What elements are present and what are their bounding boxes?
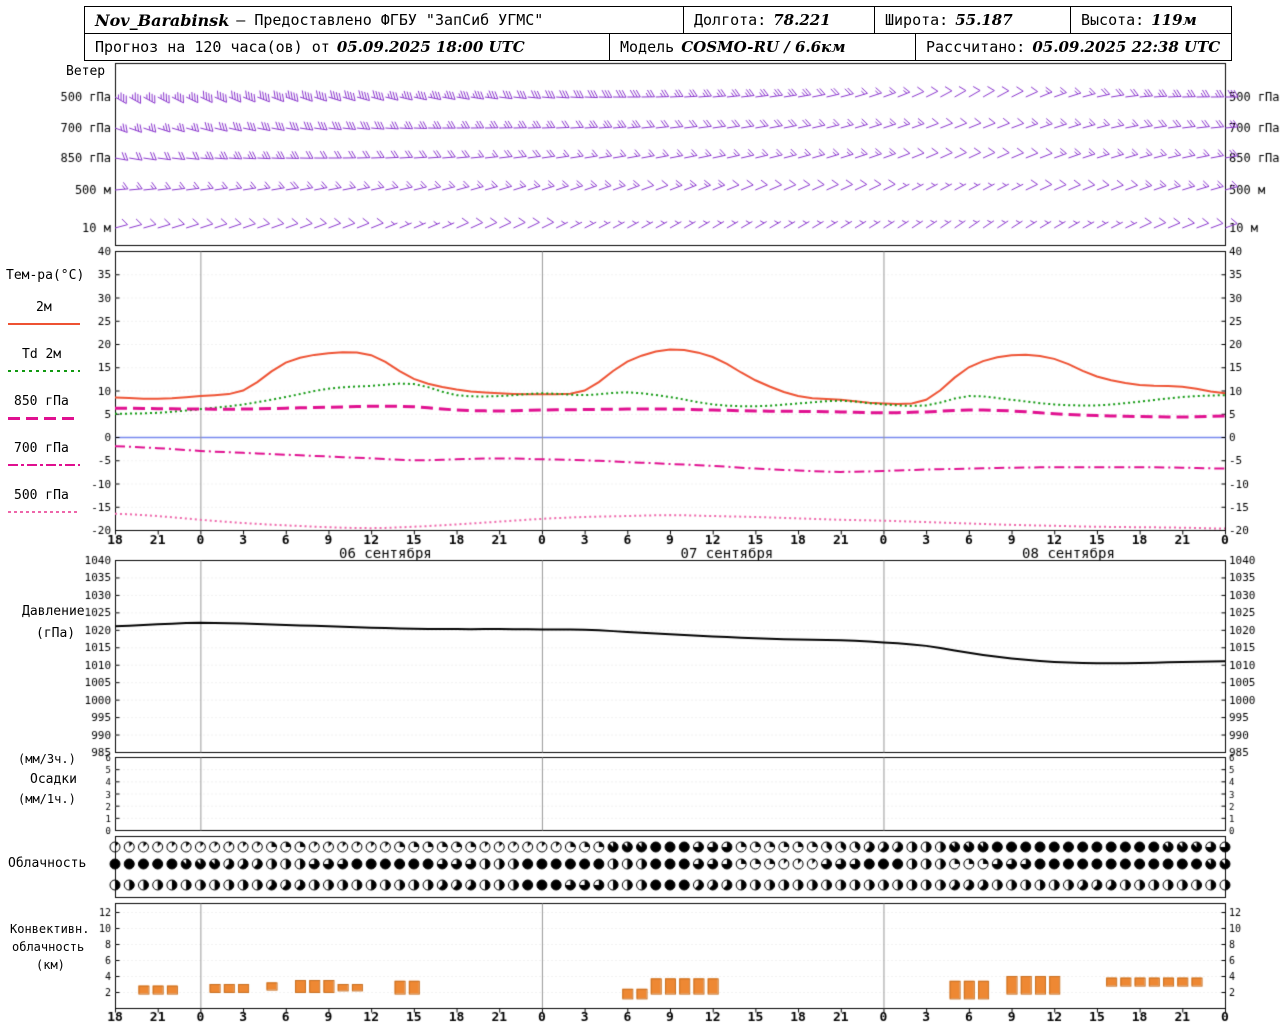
legend-t500-line-sample: [8, 511, 80, 513]
latitude-value: 55.187: [955, 11, 1013, 29]
legend-t700-label: 700 гПа: [14, 441, 69, 456]
convective-unit-label: (км): [36, 958, 65, 972]
legend-t850-line-sample: [8, 417, 80, 420]
forecast-cell: Прогноз на 120 часа(ов) от 05.09.2025 18…: [85, 34, 609, 60]
legend-t700-line-sample: [8, 464, 80, 466]
temperature-panel-label: Тем-ра(°C): [6, 268, 85, 283]
header-row-station: Nov_Barabinsk — Предоставлено ФГБУ "ЗапС…: [84, 6, 1232, 34]
model-cell: Модель COSMO-RU / 6.6км: [609, 34, 915, 60]
model-value: COSMO-RU / 6.6км: [681, 38, 846, 56]
provider-text: — Предоставлено ФГБУ "ЗапСиб УГМС": [236, 11, 544, 29]
precip-panel-label: Осадки: [30, 772, 77, 787]
calc-cell: Рассчитано: 05.09.2025 22:38 UTC: [915, 34, 1231, 60]
altitude-cell: Высота: 119м: [1070, 7, 1231, 33]
model-label: Модель: [620, 38, 675, 56]
forecast-time: 05.09.2025 18:00 UTC: [336, 38, 525, 56]
header-row-forecast: Прогноз на 120 часа(ов) от 05.09.2025 18…: [84, 34, 1232, 61]
wind-panel-label: Ветер: [66, 64, 106, 79]
latitude-cell: Широта: 55.187: [874, 7, 1070, 33]
altitude-value: 119м: [1151, 11, 1197, 29]
longitude-value: 78.221: [773, 11, 831, 29]
station-name: Nov_Barabinsk: [95, 10, 230, 30]
header: Nov_Barabinsk — Предоставлено ФГБУ "ЗапС…: [84, 6, 1232, 61]
longitude-label: Долгота:: [694, 11, 767, 29]
precip-3h-unit-label: (мм/3ч.): [18, 752, 76, 766]
legend-t2m-label: 2м: [36, 300, 52, 315]
precip-1h-unit-label: (мм/1ч.): [18, 792, 76, 806]
convective-panel-label-2: облачность: [12, 940, 85, 954]
cloud-panel-label: Облачность: [8, 856, 87, 871]
legend-t500-label: 500 гПа: [14, 488, 69, 503]
legend-t850-label: 850 гПа: [14, 394, 69, 409]
forecast-label: Прогноз на 120 часа(ов) от: [95, 38, 330, 56]
pressure-unit-label: (гПа): [36, 626, 76, 641]
legend-td2m-line-sample: [8, 370, 80, 372]
latitude-label: Широта:: [885, 11, 949, 29]
pressure-panel-label: Давление: [22, 604, 85, 619]
convective-panel-label-1: Конвективн.: [10, 922, 90, 936]
calc-time: 05.09.2025 22:38 UTC: [1032, 38, 1221, 56]
calc-label: Рассчитано:: [926, 38, 1026, 56]
altitude-label: Высота:: [1081, 11, 1145, 29]
longitude-cell: Долгота: 78.221: [683, 7, 874, 33]
legend-td2m-label: Td 2м: [22, 347, 62, 362]
station-cell: Nov_Barabinsk — Предоставлено ФГБУ "ЗапС…: [85, 7, 683, 33]
legend-t2m-line-sample: [8, 323, 80, 325]
